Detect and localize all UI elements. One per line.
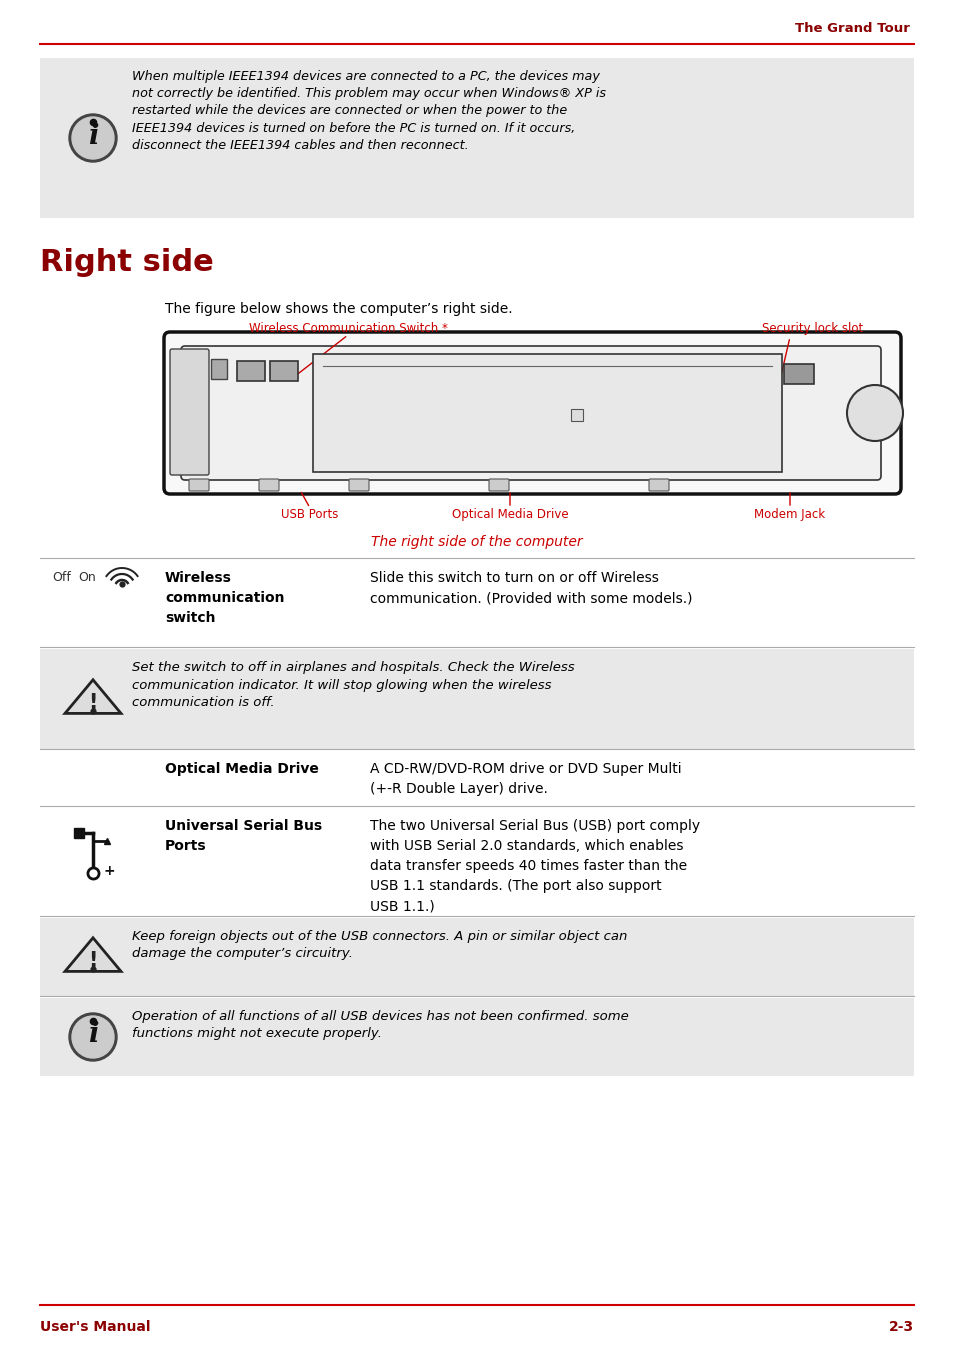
FancyBboxPatch shape [258, 480, 278, 490]
Circle shape [846, 385, 902, 440]
Text: Right side: Right side [40, 249, 213, 277]
Text: The right side of the computer: The right side of the computer [371, 535, 582, 549]
Text: i: i [88, 123, 98, 150]
Text: !: ! [89, 693, 97, 713]
FancyBboxPatch shape [236, 361, 265, 381]
Circle shape [69, 1013, 117, 1061]
FancyBboxPatch shape [489, 480, 509, 490]
Text: Wireless Communication Switch *: Wireless Communication Switch * [249, 322, 447, 335]
Text: Operation of all functions of all USB devices has not been confirmed. some
funct: Operation of all functions of all USB de… [132, 1011, 628, 1040]
FancyBboxPatch shape [211, 359, 227, 380]
Text: Modem Jack: Modem Jack [754, 508, 824, 521]
Text: Security lock slot: Security lock slot [761, 322, 862, 335]
FancyBboxPatch shape [189, 480, 209, 490]
FancyBboxPatch shape [270, 361, 297, 381]
Text: Off: Off [52, 571, 71, 584]
Text: The two Universal Serial Bus (USB) port comply
with USB Serial 2.0 standards, wh: The two Universal Serial Bus (USB) port … [370, 819, 700, 913]
Text: i: i [88, 1021, 98, 1048]
Circle shape [71, 1016, 113, 1058]
Text: Slide this switch to turn on or off Wireless
communication. (Provided with some : Slide this switch to turn on or off Wire… [370, 571, 692, 605]
Polygon shape [65, 938, 121, 971]
Text: When multiple IEEE1394 devices are connected to a PC, the devices may
not correc: When multiple IEEE1394 devices are conne… [132, 70, 605, 151]
Text: Set the switch to off in airplanes and hospitals. Check the Wireless
communicati: Set the switch to off in airplanes and h… [132, 661, 574, 709]
Text: A CD-RW/DVD-ROM drive or DVD Super Multi
(+-R Double Layer) drive.: A CD-RW/DVD-ROM drive or DVD Super Multi… [370, 762, 680, 796]
Text: USB Ports: USB Ports [281, 508, 338, 521]
Circle shape [71, 118, 113, 159]
FancyBboxPatch shape [349, 480, 369, 490]
FancyBboxPatch shape [648, 480, 668, 490]
FancyBboxPatch shape [164, 332, 900, 494]
FancyBboxPatch shape [313, 354, 781, 471]
FancyBboxPatch shape [570, 409, 582, 422]
Text: On: On [78, 571, 95, 584]
Text: !: ! [89, 951, 97, 971]
FancyBboxPatch shape [40, 998, 913, 1075]
Text: Keep foreign objects out of the USB connectors. A pin or similar object can
dama: Keep foreign objects out of the USB conn… [132, 929, 627, 961]
Text: User's Manual: User's Manual [40, 1320, 151, 1333]
Text: Universal Serial Bus
Ports: Universal Serial Bus Ports [165, 819, 322, 852]
Text: Wireless
communication
switch: Wireless communication switch [165, 571, 284, 626]
FancyBboxPatch shape [181, 346, 880, 480]
Text: 2-3: 2-3 [888, 1320, 913, 1333]
Text: The Grand Tour: The Grand Tour [794, 22, 909, 35]
Text: The figure below shows the computer’s right side.: The figure below shows the computer’s ri… [165, 303, 512, 316]
FancyBboxPatch shape [40, 648, 913, 748]
FancyBboxPatch shape [783, 363, 813, 384]
Text: Optical Media Drive: Optical Media Drive [165, 762, 318, 775]
FancyBboxPatch shape [40, 917, 913, 996]
Text: +: + [103, 865, 114, 878]
Circle shape [69, 113, 117, 162]
Text: Optical Media Drive: Optical Media Drive [451, 508, 568, 521]
FancyBboxPatch shape [170, 349, 209, 476]
FancyBboxPatch shape [40, 58, 913, 218]
Polygon shape [65, 680, 121, 713]
